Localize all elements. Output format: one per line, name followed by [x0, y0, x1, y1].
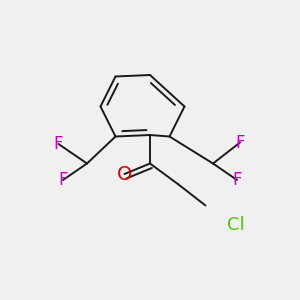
Text: F: F: [232, 171, 242, 189]
Text: F: F: [54, 135, 63, 153]
Text: Cl: Cl: [226, 216, 244, 234]
Text: F: F: [58, 171, 68, 189]
Text: F: F: [235, 134, 245, 152]
Text: O: O: [117, 164, 132, 184]
